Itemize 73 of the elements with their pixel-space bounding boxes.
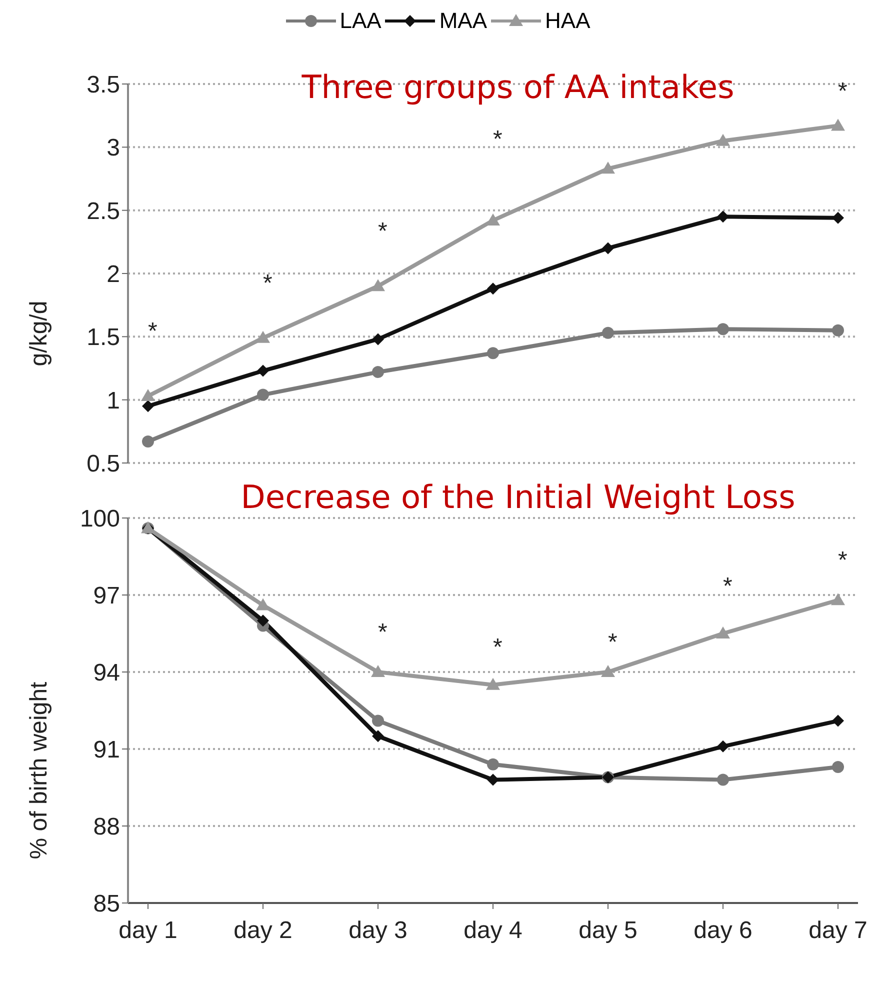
point	[256, 598, 270, 610]
point	[717, 323, 729, 336]
x-tick-label: day 2	[234, 917, 292, 944]
y-axis-title: % of birth weight	[26, 681, 53, 860]
point	[832, 324, 844, 336]
annotation: *	[263, 270, 272, 298]
y-tick-label: 97	[93, 582, 120, 610]
point	[487, 774, 499, 786]
point	[371, 665, 385, 677]
y-axis-title: g/kg/d	[26, 300, 53, 366]
point	[372, 333, 384, 346]
point	[487, 758, 499, 770]
annotation: *	[493, 126, 502, 154]
y-tick-label: 94	[93, 660, 120, 687]
y-tick-label: 85	[93, 890, 120, 918]
y-tick-label: 100	[80, 506, 120, 533]
y-tick-label: 1	[106, 387, 120, 414]
annotation: *	[378, 218, 388, 246]
point	[832, 714, 844, 727]
point	[602, 242, 614, 254]
annotation: *	[608, 629, 618, 657]
y-tick-label: 2	[106, 261, 120, 288]
point	[601, 162, 615, 174]
x-tick-label: day 7	[808, 917, 868, 944]
point	[372, 730, 384, 742]
point	[716, 626, 730, 638]
point	[831, 118, 845, 131]
point	[142, 400, 154, 412]
point	[371, 279, 385, 292]
point	[372, 366, 384, 378]
point	[486, 213, 500, 226]
annotation: *	[838, 78, 848, 106]
chart-title: Decrease of the Initial Weight Loss	[240, 478, 796, 516]
x-tick-label: day 3	[348, 917, 408, 944]
y-tick-label: 91	[93, 736, 120, 764]
point	[142, 436, 154, 448]
y-tick-label: 2.5	[86, 198, 120, 225]
annotation: *	[723, 573, 732, 601]
x-tick-label: day 6	[694, 917, 752, 944]
x-tick-label: day 5	[578, 917, 638, 944]
y-tick-label: 0.5	[86, 450, 120, 478]
point	[487, 282, 499, 295]
x-tick-label: day 1	[118, 917, 178, 944]
y-tick-label: 88	[93, 814, 120, 841]
point	[257, 364, 269, 377]
point	[257, 614, 269, 627]
point	[486, 678, 500, 690]
y-tick-label: 3.5	[86, 72, 120, 99]
y-tick-label: 3	[106, 134, 120, 162]
point	[717, 774, 729, 786]
point	[717, 210, 729, 223]
annotation: *	[148, 318, 158, 346]
point	[716, 134, 730, 146]
annotation: *	[493, 634, 502, 662]
point	[717, 740, 729, 752]
point	[832, 212, 844, 224]
y-tick-label: 1.5	[86, 324, 120, 352]
legend-label: LAA	[340, 8, 382, 34]
chart-title: Three groups of AA intakes	[302, 68, 734, 106]
point	[601, 665, 615, 677]
point	[602, 326, 614, 339]
point	[832, 760, 844, 773]
point	[257, 388, 269, 401]
point	[487, 347, 499, 360]
x-tick-label: day 4	[464, 917, 522, 944]
legend-label: HAA	[545, 8, 590, 34]
point	[831, 593, 845, 606]
point	[256, 330, 270, 343]
annotation: *	[378, 619, 388, 647]
legend-label: MAA	[439, 8, 488, 34]
point	[372, 714, 384, 727]
point	[141, 389, 155, 402]
annotation: *	[838, 547, 848, 575]
